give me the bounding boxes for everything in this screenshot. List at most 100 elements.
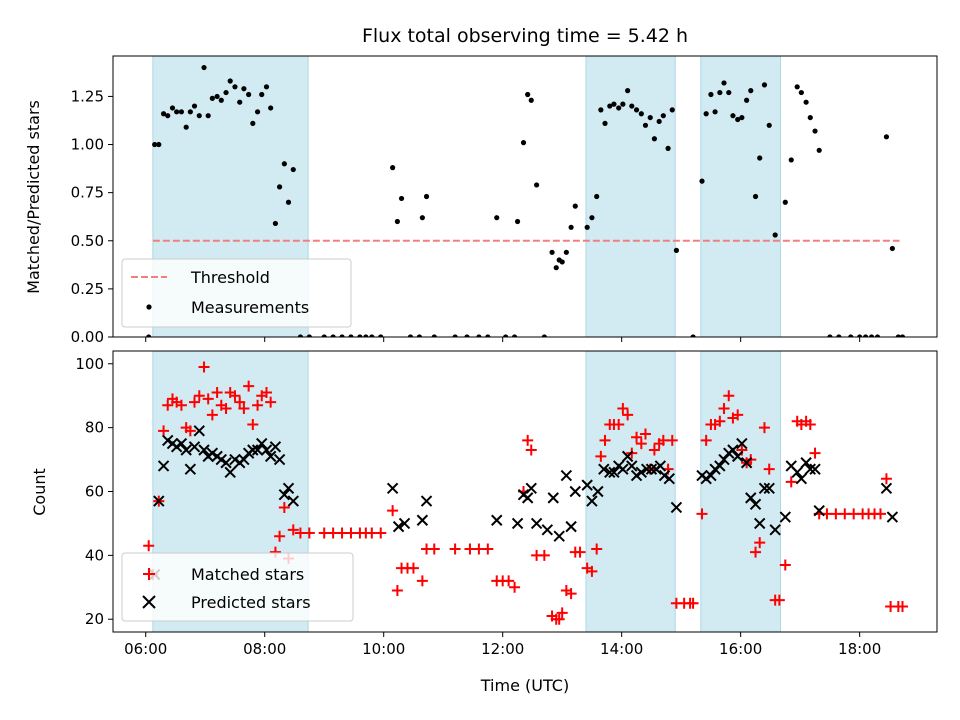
measurement-point [761,82,768,88]
matched-star-point [287,524,299,536]
predicted-star-point [740,457,753,469]
predicted-star-point [769,524,781,536]
predicted-star-point [392,520,405,533]
matched-star-point [723,390,735,402]
measurement-point [174,109,180,115]
measurement-point [416,334,422,337]
measurement-point [656,118,662,125]
matched-star-point [556,607,568,619]
measurement-point [528,97,534,103]
measurement-point [339,334,345,337]
measurement-point [209,95,215,101]
measurement-point [794,84,800,90]
legend-threshold-label: Threshold [190,268,270,287]
predicted-star-point [420,495,433,507]
matched-star-point [639,428,651,440]
predicted-star-point [260,444,273,456]
measurement-point [602,120,608,126]
matched-star-point [238,402,250,414]
top-shaded-region [700,55,782,338]
measurement-point [848,334,854,337]
predicted-star-point [809,463,821,475]
predicted-star-point [654,460,667,472]
matched-star-point [595,450,607,462]
predicted-star-point [416,514,429,526]
matched-star-point [252,399,264,411]
predicted-star-point [791,466,803,479]
measurement-point [290,166,296,173]
chart-title: Flux total observing time = 5.42 h [362,25,688,47]
measurement-point [730,113,736,119]
predicted-star-point [264,450,277,463]
predicted-star-point [763,482,775,495]
matched-star-point [696,508,708,520]
predicted-star-point [635,466,648,479]
matched-star-point [804,418,816,430]
predicted-star-point [670,501,683,514]
measurement-point [708,91,714,98]
measurement-point [812,128,818,134]
measurement-point [431,334,437,337]
measurement-point [520,140,527,146]
matched-star-point [763,463,775,475]
x-tick-label: 08:00 [243,640,286,658]
measurement-point [563,249,569,255]
matched-star-point [407,562,419,574]
measurement-point [321,334,327,337]
predicted-star-point [645,463,658,475]
x-tick-label: 14:00 [600,640,643,658]
measurement-point [160,111,167,117]
top-shaded-regions [152,55,782,338]
matched-star-point [482,543,494,555]
predicted-star-point [547,492,559,504]
matched-star-point [809,447,821,459]
top-legend: Threshold Measurements [121,258,352,328]
measurement-point [285,199,292,205]
predicted-star-point [238,453,250,466]
measurement-point [660,113,666,119]
predicted-star-point [586,495,598,507]
measurement-point [836,334,842,337]
top-y-tick-label: 0.75 [71,184,104,202]
matched-star-point [503,575,515,587]
matched-star-point [591,543,603,555]
matched-star-point [265,396,277,408]
bottom-y-tick-label: 100 [75,355,104,373]
measurement-point [464,334,470,337]
matched-star-point [243,380,255,392]
matched-star-point [718,402,730,414]
predicted-star-point [663,473,675,485]
matched-star-point [416,575,428,587]
measurement-point [407,334,414,337]
measurement-point [868,334,875,337]
measurement-point [156,141,162,148]
matched-star-point [622,409,634,421]
measurement-point [511,334,518,337]
matched-star-point [736,444,748,456]
measurement-point [494,215,500,221]
measurement-point [246,91,252,98]
measurement-point [744,97,750,103]
predicted-star-point [800,457,812,469]
measurement-point [712,109,718,115]
matched-star-point [565,588,577,600]
matched-star-point [714,415,726,427]
predicted-star-point [604,466,616,479]
predicted-star-point [287,495,299,507]
measurement-point [330,334,336,337]
predicted-star-point [560,469,573,482]
bottom-axes-frame [112,350,938,633]
predicted-star-point [779,511,791,523]
measurement-point [241,86,247,92]
measurement-point [584,224,590,230]
measurement-point [187,109,193,115]
predicted-star-point [273,453,286,466]
measurement-point [169,105,176,111]
top-y-tick-label: 1.00 [71,136,104,154]
measurement-point [883,134,890,140]
x-axis-label: Time (UTC) [480,676,569,695]
predicted-star-point [718,453,730,466]
matched-star-point [687,597,699,609]
measurement-point [863,334,869,337]
